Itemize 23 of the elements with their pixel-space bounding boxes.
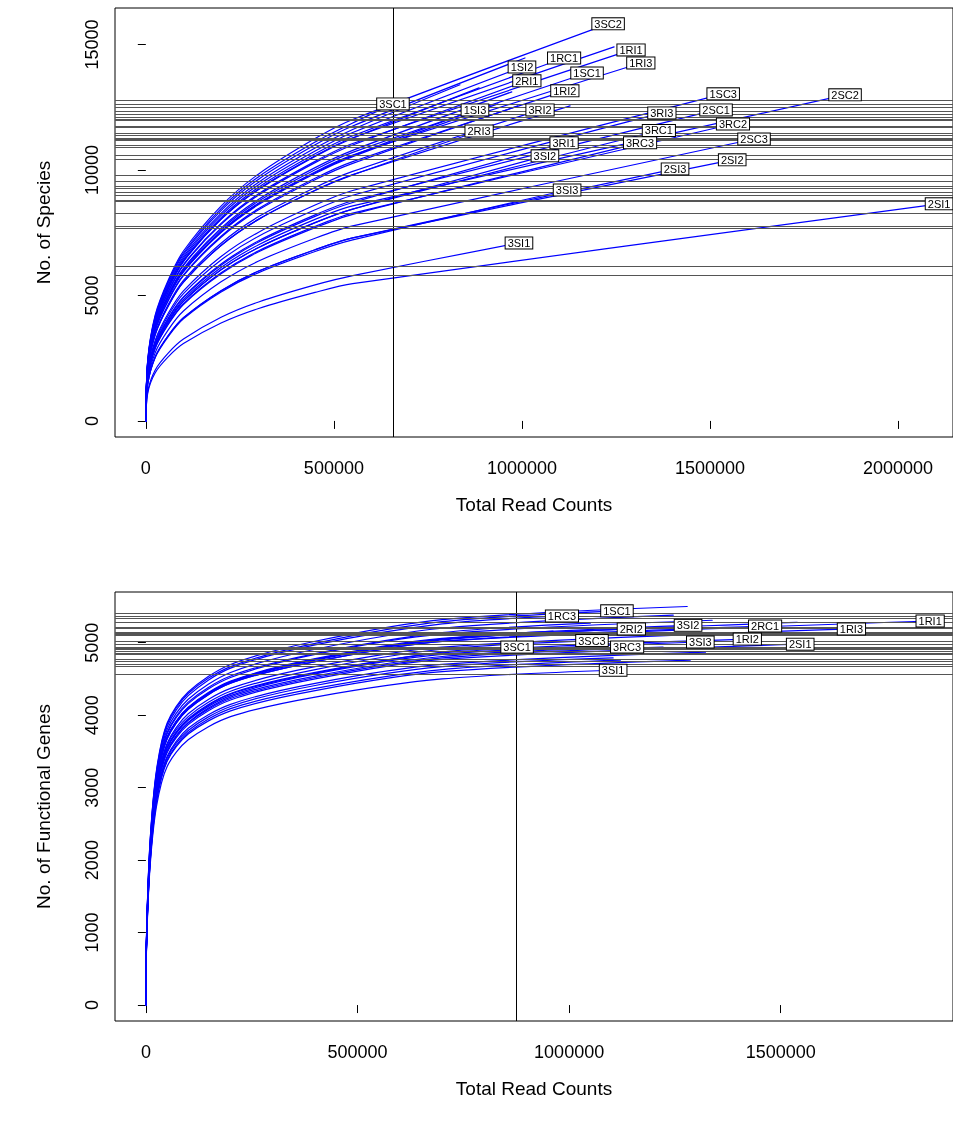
y-axis-title: No. of Species xyxy=(33,160,54,285)
y-tick-label: 4000 xyxy=(82,695,102,736)
x-axis-title: Total Read Counts xyxy=(455,1078,613,1099)
y-tick-label: 15000 xyxy=(82,19,102,70)
y-tick-label: 1000 xyxy=(82,912,102,953)
y-tick-label: 2000 xyxy=(82,840,102,881)
x-tick-label: 500000 xyxy=(303,458,364,478)
x-tick-label: 500000 xyxy=(327,1042,388,1062)
x-tick-label: 1500000 xyxy=(745,1042,816,1062)
x-tick-label: 1500000 xyxy=(674,458,746,478)
x-tick-label: 0 xyxy=(140,458,151,478)
x-tick-label: 1000000 xyxy=(534,1042,605,1062)
x-tick-label: 1000000 xyxy=(486,458,557,478)
y-tick-label: 5000 xyxy=(82,622,102,663)
y-tick-label: 10000 xyxy=(82,144,102,195)
x-tick-label: 0 xyxy=(140,1042,151,1062)
x-axis-title: Total Read Counts xyxy=(455,494,613,515)
y-tick-label: 5000 xyxy=(82,275,102,316)
y-tick-label: 0 xyxy=(82,1000,102,1011)
y-tick-label: 3000 xyxy=(82,767,102,808)
y-axis-title: No. of Functional Genes xyxy=(33,704,54,909)
x-tick-label: 2000000 xyxy=(863,458,934,478)
y-tick-label: 0 xyxy=(82,415,102,426)
